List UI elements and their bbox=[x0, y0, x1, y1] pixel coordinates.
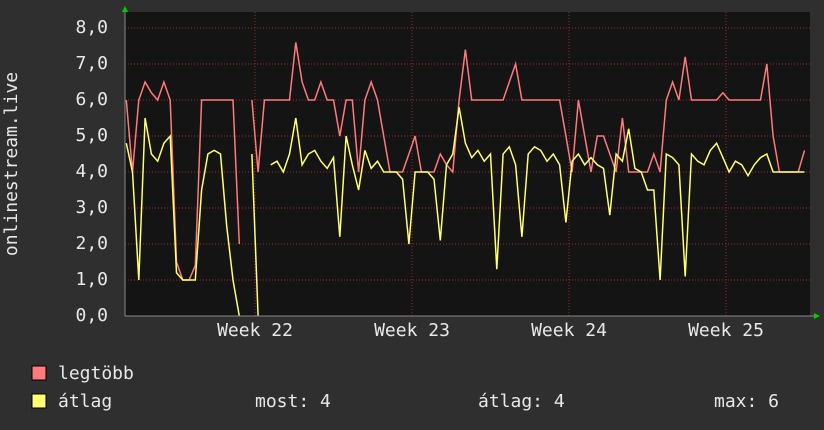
x-tick-label: Week 23 bbox=[374, 320, 450, 341]
legend-swatch bbox=[31, 393, 47, 409]
y-tick-label: 5,0 bbox=[75, 125, 108, 146]
y-tick-label: 2,0 bbox=[75, 233, 108, 254]
series-line bbox=[251, 153, 259, 317]
stat: átlag: 4 bbox=[478, 391, 565, 412]
legend-swatch bbox=[31, 365, 47, 381]
series-line bbox=[270, 107, 805, 281]
legend-label: átlag bbox=[58, 391, 112, 412]
stat: most: 4 bbox=[255, 391, 331, 412]
x-tick-label: Week 22 bbox=[217, 320, 293, 341]
series-line bbox=[251, 42, 806, 174]
series-line bbox=[125, 117, 241, 317]
lines bbox=[125, 42, 806, 317]
y-tick-label: 3,0 bbox=[75, 197, 108, 218]
stat: max: 6 bbox=[714, 391, 779, 412]
y-axis-label: onlinestream.live bbox=[1, 72, 22, 256]
y-tick-label: 6,0 bbox=[75, 89, 108, 110]
axis-arrow bbox=[122, 6, 128, 12]
y-tick-label: 7,0 bbox=[75, 53, 108, 74]
y-tick-label: 4,0 bbox=[75, 161, 108, 182]
plot-area bbox=[125, 12, 810, 316]
legend-label: legtöbb bbox=[58, 363, 134, 384]
x-tick-label: Week 24 bbox=[531, 320, 607, 341]
axis-arrow bbox=[814, 313, 820, 319]
x-tick-label: Week 25 bbox=[688, 320, 764, 341]
y-tick-label: 0,0 bbox=[75, 305, 108, 326]
y-tick-label: 8,0 bbox=[75, 17, 108, 38]
y-tick-label: 1,0 bbox=[75, 269, 108, 290]
legend: legtöbb átlag bbox=[31, 363, 134, 412]
